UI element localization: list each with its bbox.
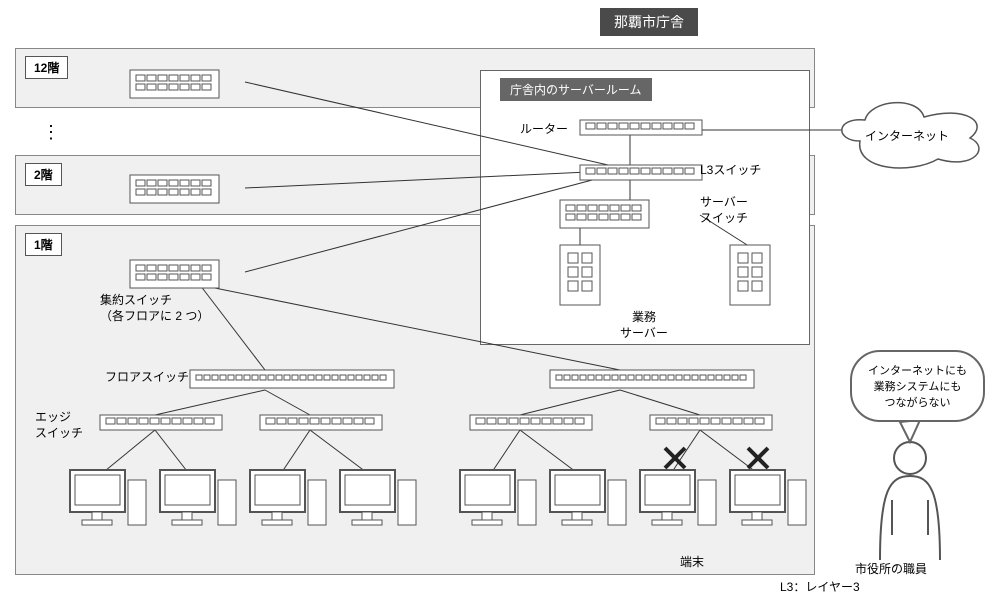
biz-server-label: 業務サーバー [620, 310, 668, 341]
internet-label: インターネット [865, 127, 949, 144]
footnote: L3：レイヤー3 [780, 580, 860, 596]
server-room-box [480, 70, 810, 345]
router-label: ルーター [520, 122, 568, 138]
building-title: 那覇市庁舎 [600, 8, 698, 36]
server-switch-label: サーバースイッチ [700, 195, 748, 226]
floor-label: 12階 [25, 56, 68, 79]
edge-switch-label: エッジスイッチ [35, 410, 83, 441]
floor-label: 1階 [25, 233, 62, 256]
floor-switch-label: フロアスイッチ [105, 370, 189, 386]
floor-label: 2階 [25, 163, 62, 186]
floors-ellipsis: ⋮ [42, 122, 60, 143]
staff-label: 市役所の職員 [855, 562, 927, 578]
l3switch-label: L3スイッチ [700, 163, 761, 179]
server-room-title: 庁舎内のサーバールーム [500, 78, 652, 101]
speech-bubble: インターネットにも業務システムにもつながらない [850, 350, 985, 422]
agg-switch-label: 集約スイッチ（各フロアに 2 つ） [100, 293, 209, 324]
terminal-label: 端末 [680, 555, 704, 571]
person-icon [880, 442, 940, 560]
